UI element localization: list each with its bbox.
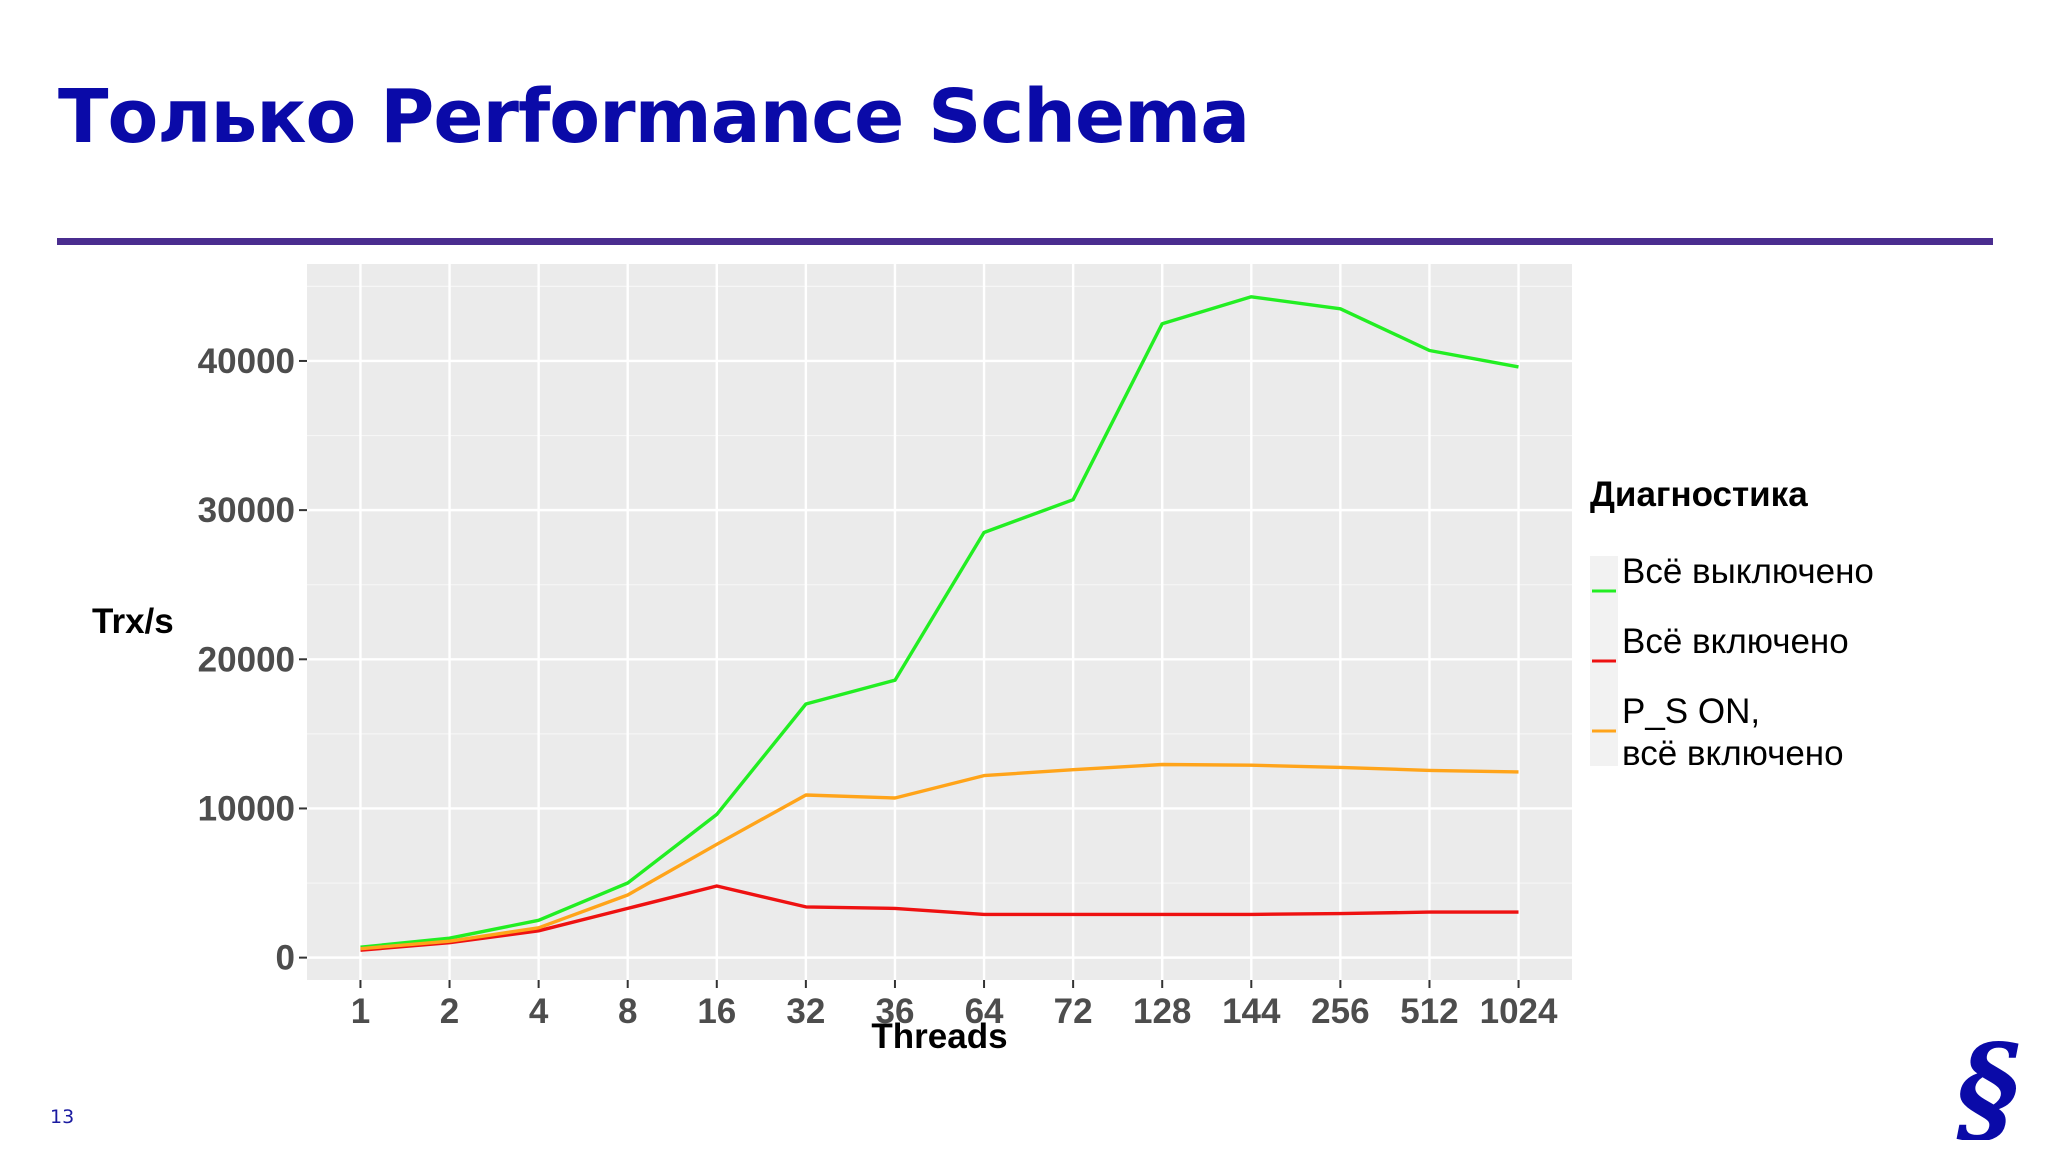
x-tick-label: 64 [965, 992, 1004, 1031]
x-tick-label: 256 [1311, 992, 1369, 1031]
x-tick-label: 1024 [1480, 992, 1558, 1031]
series-lines [360, 295, 1519, 952]
legend-label-3: всё включено [1622, 734, 1844, 773]
y-tick-label: 10000 [198, 789, 295, 828]
grid-minor [307, 285, 1572, 884]
page-number: 13 [50, 1106, 75, 1128]
grid-major [307, 264, 1572, 980]
x-axis: 1 2 4 8 16 32 36 64 72 128 144 256 512 1024 [351, 980, 1558, 1031]
x-tick-label: 72 [1054, 992, 1093, 1031]
slide-title: Только Performance Schema [58, 74, 1250, 160]
title-divider [57, 238, 1993, 245]
x-tick-label: 512 [1400, 992, 1458, 1031]
x-tick-label: 2 [440, 992, 459, 1031]
y-tick-label: 0 [276, 939, 295, 978]
y-tick-label: 30000 [198, 491, 295, 530]
legend-label-1: Всё выключено [1622, 552, 1874, 591]
legend: Диагностика Всё выключено Всё включено P_S… [1590, 475, 1874, 773]
series-line-3 [360, 762, 1519, 951]
series-line-1 [360, 295, 1519, 949]
svg-text:§: § [1956, 1030, 2020, 1140]
legend-label-2: Всё включено [1622, 622, 1849, 661]
y-axis: 0 10000 20000 30000 40000 [198, 342, 307, 978]
x-tick-label: 16 [697, 992, 736, 1031]
y-tick-label: 40000 [198, 342, 295, 381]
x-tick-label: 32 [786, 992, 825, 1031]
x-tick-label: 36 [875, 992, 914, 1031]
x-tick-label: 144 [1222, 992, 1281, 1031]
x-tick-label: 8 [618, 992, 637, 1031]
x-tick-label: 1 [351, 992, 370, 1031]
x-axis-label: Threads [871, 1017, 1007, 1056]
series-line-2 [360, 884, 1519, 952]
x-tick-label: 4 [529, 992, 549, 1031]
y-tick-label: 20000 [198, 640, 295, 679]
section-sign-logo-icon: § [1956, 1030, 2020, 1140]
legend-title: Диагностика [1590, 475, 1808, 514]
x-tick-label: 128 [1133, 992, 1191, 1031]
plot-panel [307, 264, 1572, 980]
y-axis-label: Trx/s [92, 602, 174, 641]
legend-label-3: P_S ON, [1622, 692, 1760, 731]
